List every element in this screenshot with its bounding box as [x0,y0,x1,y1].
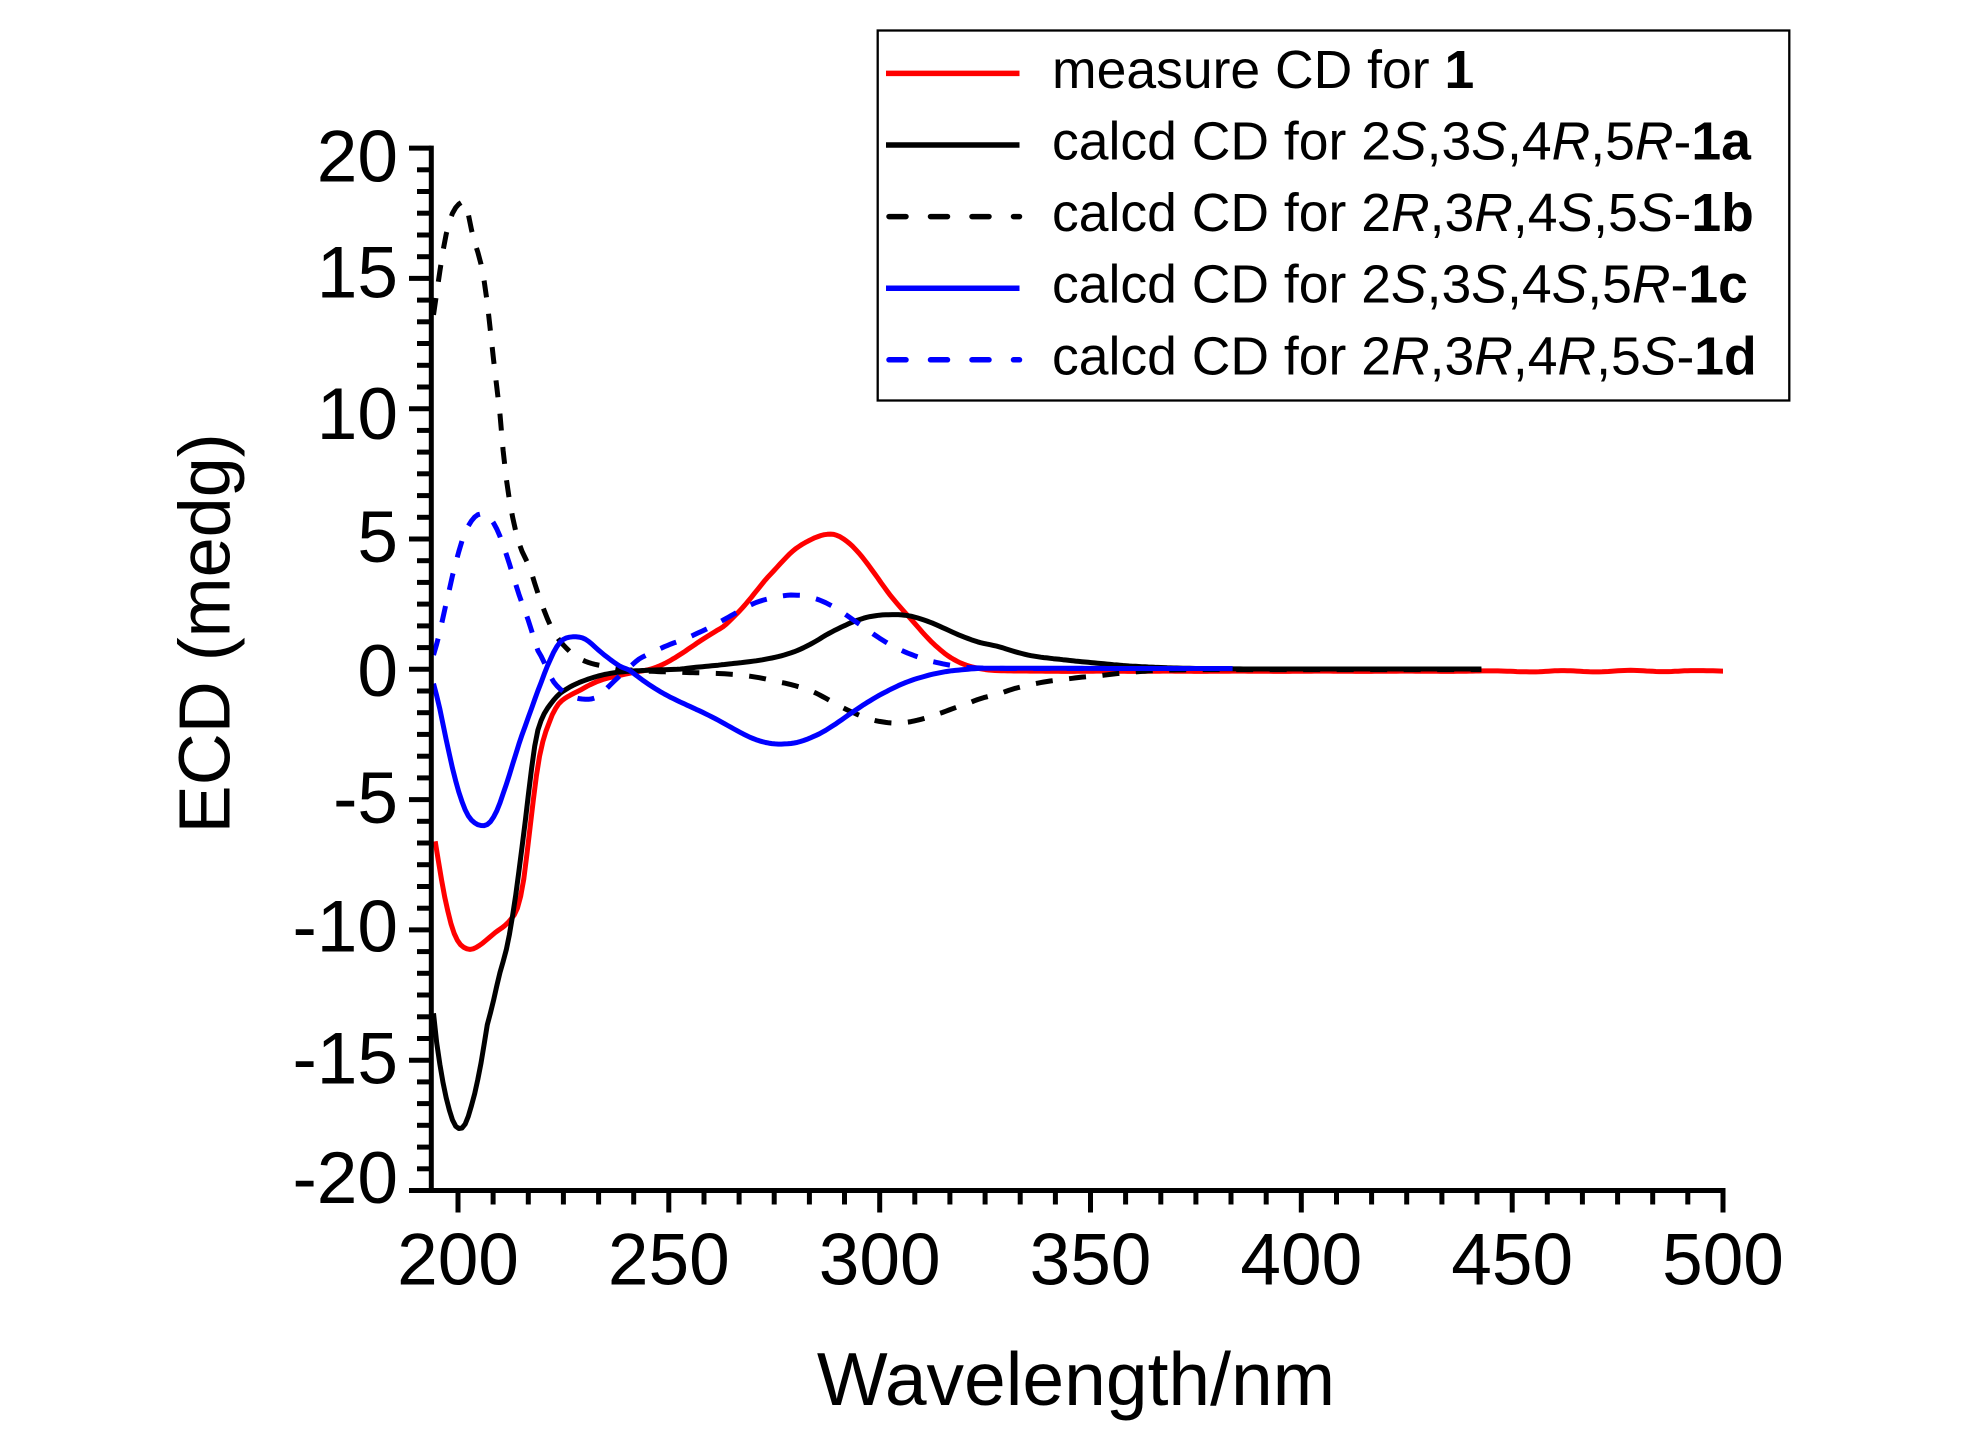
svg-text:-15: -15 [292,1019,398,1100]
svg-text:-20: -20 [292,1138,398,1219]
svg-text:calcd CD for 2R,3R,4S,5S-1b: calcd CD for 2R,3R,4S,5S-1b [1052,184,1754,243]
svg-text:350: 350 [1030,1220,1152,1301]
svg-text:measure CD for 1: measure CD for 1 [1052,41,1474,100]
svg-text:-5: -5 [333,758,398,839]
svg-text:calcd CD for 2R,3R,4R,5S-1d: calcd CD for 2R,3R,4R,5S-1d [1052,327,1757,386]
svg-text:450: 450 [1451,1220,1573,1301]
svg-text:500: 500 [1662,1220,1784,1301]
svg-text:20: 20 [317,117,398,198]
svg-text:10: 10 [317,374,398,455]
svg-text:5: 5 [357,497,398,578]
svg-text:ECD (medg): ECD (medg) [166,433,246,833]
svg-text:400: 400 [1240,1220,1362,1301]
svg-text:0: 0 [357,631,398,712]
svg-text:calcd CD for 2S,3S,4S,5R-1c: calcd CD for 2S,3S,4S,5R-1c [1052,256,1748,315]
svg-text:200: 200 [397,1220,519,1301]
svg-text:250: 250 [608,1220,730,1301]
svg-text:300: 300 [819,1220,941,1301]
svg-text:-10: -10 [292,886,398,967]
svg-text:15: 15 [317,233,398,314]
svg-text:calcd CD for 2S,3S,4R,5R-1a: calcd CD for 2S,3S,4R,5R-1a [1052,113,1752,172]
svg-text:Wavelength/nm: Wavelength/nm [817,1337,1335,1421]
